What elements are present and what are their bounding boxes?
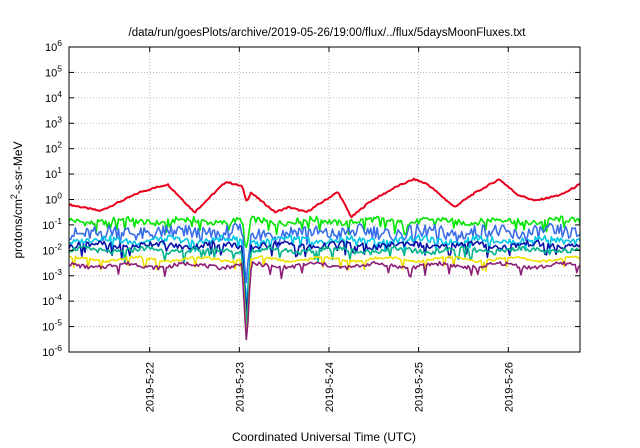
y-tick-label: 106 xyxy=(45,38,62,54)
y-tick-label: 10-6 xyxy=(42,343,62,359)
series-layer xyxy=(68,177,581,341)
grid xyxy=(69,47,580,352)
chart-title: /data/run/goesPlots/archive/2019-05-26/1… xyxy=(129,27,527,39)
series-line xyxy=(68,239,581,313)
y-axis-label: protons/cm2-s-sr-MeV xyxy=(9,141,25,258)
series-line xyxy=(68,245,581,327)
series-line xyxy=(68,260,581,341)
y-axis: 10-6 10-5 10-4 10-3 10-2 10-1 100 101 102 103 104 1… xyxy=(42,38,580,359)
y-tick-label: 10-4 xyxy=(42,292,62,308)
series-line xyxy=(68,255,581,338)
x-tick-label: 2019-5-22 xyxy=(145,362,157,412)
y-tick-label: 10-1 xyxy=(42,216,62,232)
x-axis: 2019-5-22 2019-5-23 2019-5-24 2019-5-25 2019… xyxy=(145,47,515,412)
y-tick-label: 104 xyxy=(45,89,62,105)
x-tick-label: 2019-5-25 xyxy=(414,362,426,412)
y-tick-label: 10-2 xyxy=(42,241,62,257)
x-tick-label: 2019-5-26 xyxy=(503,362,515,412)
y-tick-label: 100 xyxy=(45,191,62,207)
series-line xyxy=(68,215,581,249)
y-tick-label: 105 xyxy=(45,63,62,79)
x-tick-label: 2019-5-23 xyxy=(234,362,246,412)
series-line xyxy=(68,177,581,219)
x-axis-label: Coordinated Universal Time (UTC) xyxy=(232,430,416,444)
x-tick-label: 2019-5-24 xyxy=(324,362,336,412)
y-tick-label: 10-3 xyxy=(42,267,62,283)
y-tick-label: 103 xyxy=(45,114,62,130)
y-tick-label: 10-5 xyxy=(42,318,62,334)
y-tick-label: 102 xyxy=(45,140,62,156)
y-tick-label: 101 xyxy=(45,165,62,181)
